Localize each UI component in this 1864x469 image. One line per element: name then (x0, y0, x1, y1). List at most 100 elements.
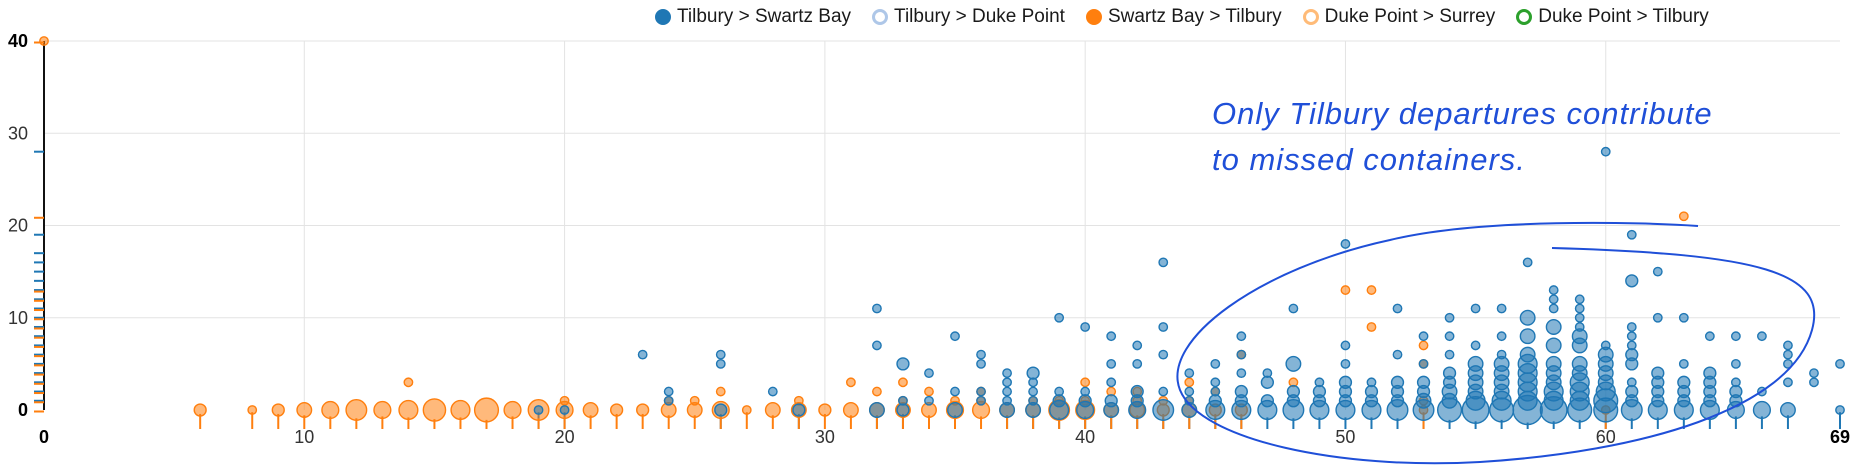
data-point (714, 403, 728, 417)
data-point (1234, 394, 1248, 408)
legend-item[interactable]: Tilbury > Duke Point (872, 6, 1065, 28)
data-point (373, 400, 392, 420)
data-point (1366, 285, 1377, 295)
data-point (715, 386, 726, 397)
data-point (1002, 395, 1012, 406)
data-point (1519, 346, 1536, 363)
data-point (950, 386, 960, 397)
data-point (450, 399, 471, 421)
data-point (1730, 331, 1741, 342)
data-point (1418, 358, 1429, 369)
data-point (872, 386, 882, 397)
y-tick-label: 30 (8, 123, 28, 143)
data-point (1519, 328, 1536, 345)
data-point (1184, 377, 1195, 388)
data-point (1441, 392, 1458, 409)
data-point (1444, 349, 1455, 360)
data-point (503, 400, 522, 420)
x-tick-label: 50 (1335, 427, 1355, 447)
legend-item[interactable]: Duke Point > Tilbury (1516, 6, 1709, 28)
legend-item[interactable]: Tilbury > Swartz Bay (655, 6, 851, 28)
data-point (1574, 303, 1585, 314)
data-point (1625, 274, 1639, 288)
legend: Tilbury > Swartz Bay Tilbury > Duke Point… (655, 4, 1730, 30)
x-tick-label: 10 (294, 427, 314, 447)
data-point (39, 36, 49, 46)
data-point (1571, 365, 1588, 382)
x-tick-label: 20 (555, 427, 575, 447)
legend-swatch-icon (655, 9, 671, 25)
annotation-ellipse (1176, 221, 1816, 465)
data-point (1496, 303, 1507, 314)
data-point (1467, 383, 1484, 400)
data-point (1444, 312, 1455, 323)
data-point (1132, 340, 1143, 351)
data-point (1779, 402, 1796, 418)
data-point (559, 405, 570, 415)
data-point (1418, 340, 1429, 351)
y-tick-label: 10 (8, 308, 28, 328)
legend-swatch-icon (1516, 9, 1533, 25)
data-point (1130, 394, 1144, 408)
data-point (582, 402, 599, 418)
data-point (1752, 400, 1772, 420)
y-tick-label: 40 (8, 31, 28, 51)
data-point (1340, 340, 1351, 351)
data-point (1517, 390, 1538, 411)
data-point (559, 395, 570, 406)
data-point (1545, 337, 1562, 354)
data-point (976, 349, 986, 360)
data-point (1626, 331, 1637, 342)
data-point (422, 398, 447, 422)
data-point (1600, 146, 1611, 157)
data-point (1625, 394, 1639, 408)
data-point (1809, 377, 1819, 388)
data-point (767, 386, 778, 397)
data-point (924, 395, 934, 406)
x-tick-label: 30 (815, 427, 835, 447)
data-point (1835, 405, 1845, 415)
data-point (1470, 340, 1481, 351)
data-point (1809, 368, 1819, 378)
data-point (609, 403, 624, 417)
data-point (1080, 322, 1091, 332)
data-point (1285, 355, 1302, 372)
data-point (1184, 386, 1195, 397)
data-point (1545, 319, 1562, 335)
data-point (1158, 257, 1169, 268)
y-tick-label: 20 (8, 216, 28, 236)
data-point (345, 399, 368, 421)
data-point (1597, 374, 1614, 391)
data-point (1493, 383, 1510, 400)
x-tick-label: 40 (1075, 427, 1095, 447)
legend-item[interactable]: Swartz Bay > Tilbury (1085, 6, 1282, 28)
legend-item[interactable]: Duke Point > Surrey (1302, 6, 1495, 28)
data-point (1080, 386, 1091, 397)
legend-swatch-icon (1085, 9, 1102, 25)
data-point (1757, 331, 1767, 342)
data-point (1703, 394, 1717, 408)
data-point (1548, 294, 1559, 305)
data-point (1208, 394, 1222, 408)
data-point (1236, 368, 1247, 378)
data-point (689, 395, 700, 406)
data-point (1545, 374, 1562, 391)
data-point (1677, 394, 1691, 408)
data-point (1260, 375, 1275, 389)
data-point (1574, 294, 1585, 305)
data-point (1651, 394, 1665, 408)
data-point (1340, 285, 1351, 295)
data-point (1028, 395, 1039, 406)
data-point (1704, 331, 1715, 342)
legend-label: Tilbury > Swartz Bay (677, 6, 852, 27)
data-point (1002, 386, 1012, 397)
data-point (1158, 386, 1169, 397)
annotation-line-2: to missed containers. (1212, 142, 1526, 177)
data-point (1002, 377, 1012, 388)
data-point (398, 399, 419, 421)
data-point (1626, 322, 1637, 332)
legend-label: Tilbury > Duke Point (894, 6, 1065, 27)
data-point (1678, 358, 1689, 369)
data-point (842, 402, 859, 418)
